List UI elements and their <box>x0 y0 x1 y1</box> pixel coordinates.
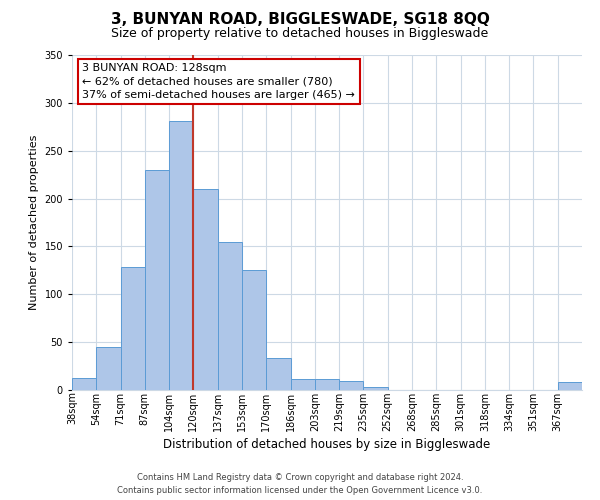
Bar <box>96 347 121 390</box>
Bar <box>72 378 96 390</box>
Text: Contains HM Land Registry data © Crown copyright and database right 2024.
Contai: Contains HM Land Registry data © Crown c… <box>118 474 482 495</box>
Bar <box>121 268 145 390</box>
Text: Size of property relative to detached houses in Biggleswade: Size of property relative to detached ho… <box>112 28 488 40</box>
Y-axis label: Number of detached properties: Number of detached properties <box>29 135 39 310</box>
Bar <box>242 270 266 390</box>
Bar <box>290 380 315 390</box>
Bar <box>558 382 582 390</box>
Bar <box>364 387 388 390</box>
Bar <box>169 121 193 390</box>
Bar <box>218 242 242 390</box>
Bar <box>339 382 364 390</box>
X-axis label: Distribution of detached houses by size in Biggleswade: Distribution of detached houses by size … <box>163 438 491 451</box>
Bar <box>315 380 339 390</box>
Text: 3 BUNYAN ROAD: 128sqm
← 62% of detached houses are smaller (780)
37% of semi-det: 3 BUNYAN ROAD: 128sqm ← 62% of detached … <box>82 64 355 100</box>
Bar <box>266 358 290 390</box>
Bar <box>193 189 218 390</box>
Text: 3, BUNYAN ROAD, BIGGLESWADE, SG18 8QQ: 3, BUNYAN ROAD, BIGGLESWADE, SG18 8QQ <box>110 12 490 28</box>
Bar <box>145 170 169 390</box>
